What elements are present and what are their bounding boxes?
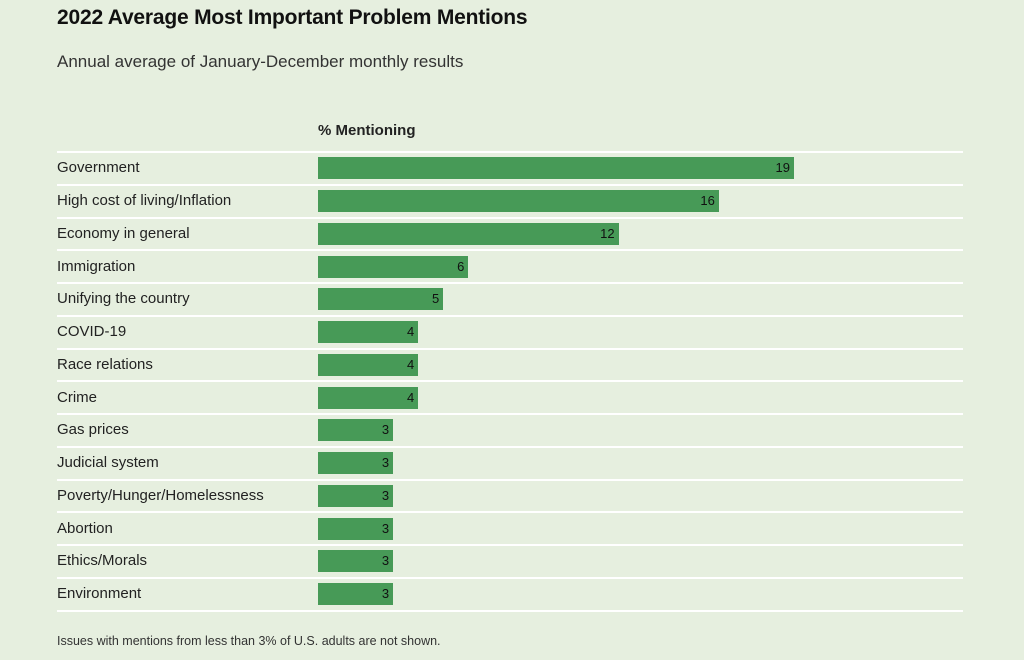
row-divider [57, 314, 963, 317]
category-label: Race relations [57, 355, 153, 373]
row-divider [57, 216, 963, 219]
row-divider [57, 282, 963, 284]
row-divider [57, 544, 963, 546]
row-divider [57, 478, 963, 481]
bar-value-label: 3 [381, 520, 390, 536]
footnote: Issues with mentions from less than 3% o… [57, 634, 441, 648]
bar-value-label: 6 [457, 258, 465, 274]
bar-value-label: 3 [381, 422, 390, 438]
chart-subtitle: Annual average of January-December month… [57, 52, 464, 71]
bar [318, 288, 444, 311]
bar [318, 386, 419, 409]
category-label: Immigration [57, 257, 136, 275]
row-divider [57, 413, 963, 415]
bar [318, 190, 719, 213]
bar-value-label: 5 [432, 291, 440, 307]
category-label: Abortion [57, 519, 113, 537]
bar [318, 353, 419, 376]
category-label: Economy in general [57, 224, 190, 242]
category-label: Gas prices [57, 421, 129, 439]
row-divider [57, 445, 963, 448]
category-label: Environment [57, 585, 142, 603]
category-label: Judicial system [57, 454, 159, 472]
row-divider [57, 380, 963, 383]
category-label: Government [57, 159, 140, 177]
bar [318, 222, 619, 245]
row-divider [57, 576, 963, 579]
row-divider [57, 347, 963, 350]
category-label: Unifying the country [57, 290, 190, 308]
bar-value-label: 3 [381, 553, 390, 569]
row-divider [57, 151, 963, 153]
bar [318, 419, 394, 442]
row-divider [57, 609, 963, 612]
bar-value-label: 4 [406, 389, 415, 405]
category-label: Crime [57, 388, 97, 406]
row-divider [57, 249, 963, 252]
bar-value-label: 3 [381, 455, 390, 471]
bar-value-label: 12 [600, 225, 615, 241]
bar-value-label: 4 [406, 356, 415, 372]
bar [318, 484, 394, 507]
category-label: High cost of living/Inflation [57, 192, 232, 210]
row-divider [57, 511, 963, 514]
value-column-header: % Mentioning [318, 122, 416, 139]
row-divider [57, 183, 963, 186]
bar-value-label: 3 [381, 487, 390, 503]
category-label: COVID-19 [57, 323, 127, 341]
bar-value-label: 4 [406, 324, 415, 340]
bar [318, 517, 394, 540]
bar-value-label: 3 [381, 586, 390, 602]
bar [318, 321, 419, 344]
category-label: Poverty/Hunger/Homelessness [57, 486, 264, 504]
bar-value-label: 16 [700, 193, 715, 209]
category-label: Ethics/Morals [57, 552, 148, 570]
bar [318, 583, 394, 606]
bar [318, 255, 469, 278]
bar [318, 452, 394, 475]
bar-value-label: 19 [775, 160, 790, 176]
bar [318, 157, 794, 180]
chart-title: 2022 Average Most Important Problem Ment… [57, 6, 528, 29]
bar [318, 550, 394, 573]
